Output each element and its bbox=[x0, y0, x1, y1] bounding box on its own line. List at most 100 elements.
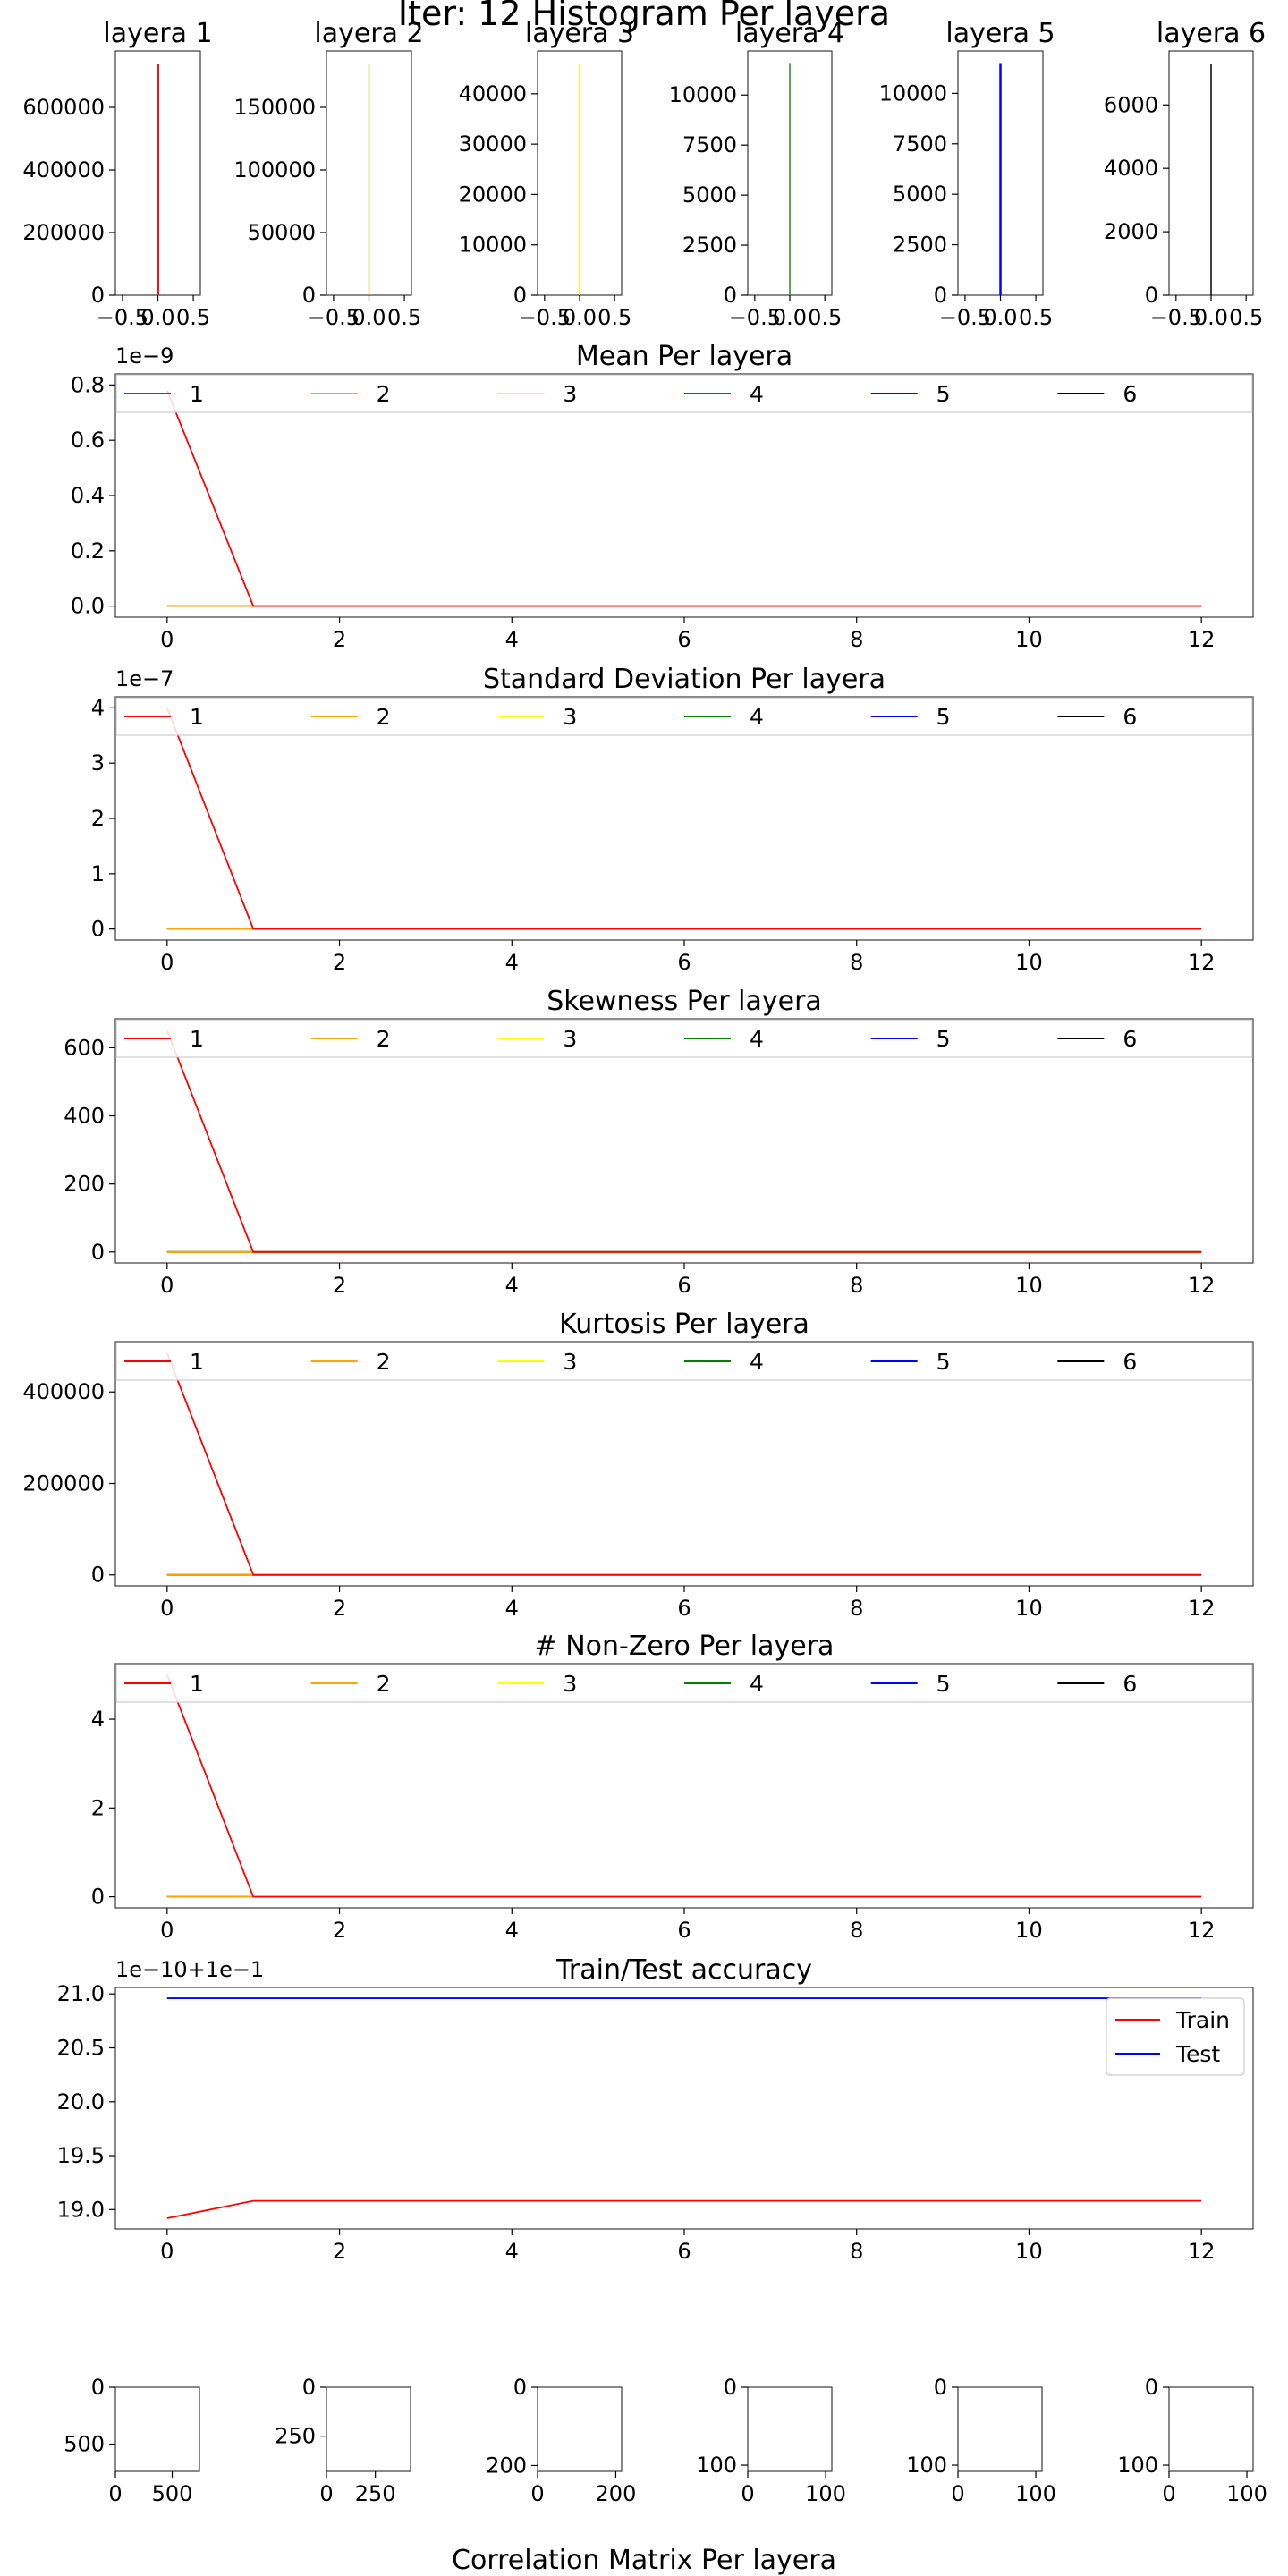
corr3-ytick-label: 200 bbox=[486, 2453, 527, 2478]
std-legend-label: 6 bbox=[1123, 704, 1137, 730]
corr3-xtick-label: 0 bbox=[530, 2481, 544, 2506]
std-xtick-label: 0 bbox=[160, 950, 174, 975]
mean-legend-label: 4 bbox=[750, 381, 764, 407]
hist6-ytick-label: 6000 bbox=[1104, 92, 1158, 117]
std-ytick-label: 0 bbox=[91, 917, 105, 942]
acc-xtick-label: 12 bbox=[1188, 2239, 1216, 2264]
kurt-xtick-label: 2 bbox=[333, 1596, 346, 1621]
corr1-ytick-label: 500 bbox=[64, 2432, 105, 2457]
corr2-xtick-label: 0 bbox=[319, 2481, 333, 2506]
mean-legend-label: 1 bbox=[190, 381, 204, 407]
hist3-xtick-label: 0.5 bbox=[597, 305, 631, 330]
acc-xtick-label: 6 bbox=[677, 2239, 691, 2264]
mean-ytick-label: 0.8 bbox=[71, 372, 105, 397]
kurt-xtick-label: 0 bbox=[160, 1596, 174, 1621]
kurt-legend-label: 3 bbox=[563, 1349, 577, 1375]
std-ytick-label: 4 bbox=[91, 695, 105, 720]
hist5-ytick-label: 5000 bbox=[893, 182, 947, 207]
corr3-xtick-label: 200 bbox=[596, 2481, 637, 2506]
hist3-panel: 0 10000 20000 30000 40000 −0.50.0 0.5 layera 3 bbox=[459, 18, 635, 330]
nonzero-xtick-label: 6 bbox=[677, 1918, 691, 1943]
hist3-xtick-label: 0.0 bbox=[563, 305, 597, 330]
std-ytick-label: 2 bbox=[91, 806, 105, 831]
corr2-ytick-label: 0 bbox=[302, 2375, 316, 2400]
corr5-ytick-label: 100 bbox=[906, 2453, 947, 2478]
acc-ytick-label: 19.5 bbox=[57, 2143, 105, 2168]
hist5-panel: 0 2500 5000 7500 10000 −0.50.0 0.5 layera 5 bbox=[879, 18, 1055, 330]
hist4-xtick-label: −0.5 bbox=[729, 305, 781, 330]
nonzero-legend-label: 5 bbox=[936, 1671, 951, 1697]
corr2-axes-frame bbox=[326, 2386, 411, 2472]
kurt-series-1 bbox=[165, 1352, 1202, 1576]
skew-legend-label: 3 bbox=[563, 1026, 577, 1052]
acc-ytick-label: 20.5 bbox=[57, 2036, 105, 2061]
skew-ytick-label: 400 bbox=[64, 1104, 105, 1129]
corr3-ytick-label: 0 bbox=[513, 2375, 527, 2400]
kurt-ytick-label: 200000 bbox=[22, 1470, 105, 1496]
kurt-legend-label: 2 bbox=[377, 1349, 391, 1375]
hist6-xtick-label: 0.0 bbox=[1194, 305, 1228, 330]
hist4-xtick-label: 0.5 bbox=[808, 305, 842, 330]
mean-ytick-label: 0.0 bbox=[71, 594, 105, 619]
hist4-panel: 0 2500 5000 7500 10000 −0.50.0 0.5 layera 4 bbox=[669, 18, 845, 330]
hist1-ytick-label: 600000 bbox=[22, 95, 105, 120]
acc-xtick-label: 0 bbox=[160, 2239, 174, 2264]
figure-title: Iter: 12 Histogram Per layera bbox=[398, 0, 890, 33]
nonzero-legend: 1 2 3 4 5 6 bbox=[115, 1664, 1253, 1703]
hist3-ytick-label: 20000 bbox=[459, 182, 527, 207]
hist1-xtick-label: 0.0 bbox=[140, 305, 174, 330]
corr6-axes-frame bbox=[1168, 2386, 1254, 2472]
std-xtick-label: 12 bbox=[1188, 950, 1216, 975]
hist3-ytick-label: 40000 bbox=[459, 81, 527, 106]
acc-legend-box bbox=[1106, 1997, 1245, 2076]
mean-xtick-label: 12 bbox=[1188, 627, 1216, 652]
hist5-xtick-label: 0.5 bbox=[1019, 305, 1053, 330]
skew-xtick-label: 12 bbox=[1188, 1273, 1216, 1298]
std-legend-label: 1 bbox=[190, 704, 204, 730]
mean-title: Mean Per layera bbox=[576, 341, 792, 372]
hist6-xtick-label: −0.5 bbox=[1150, 305, 1202, 330]
hist1-ytick-label: 0 bbox=[91, 283, 105, 308]
mean-offset-text: 1e−9 bbox=[115, 343, 174, 369]
acc-ytick-label: 21.0 bbox=[57, 1981, 105, 2006]
corr2-ytick-label: 250 bbox=[275, 2424, 316, 2449]
mean-xtick-label: 10 bbox=[1015, 627, 1043, 652]
corr4-xtick-label: 100 bbox=[805, 2481, 846, 2506]
skew-legend-label: 5 bbox=[936, 1026, 951, 1052]
kurt-title: Kurtosis Per layera bbox=[559, 1309, 809, 1340]
corr5-xtick-label: 0 bbox=[951, 2481, 964, 2506]
std-ytick-label: 1 bbox=[91, 861, 105, 886]
nonzero-xtick-label: 0 bbox=[160, 1918, 174, 1943]
hist3-ytick-label: 10000 bbox=[459, 233, 527, 258]
mean-legend-label: 3 bbox=[563, 381, 577, 407]
kurt-xtick-label: 10 bbox=[1015, 1596, 1043, 1621]
mean-xtick-label: 0 bbox=[160, 627, 174, 652]
std-ytick-label: 3 bbox=[91, 750, 105, 775]
nonzero-series-1 bbox=[165, 1674, 1202, 1898]
acc-ytick-label: 19.0 bbox=[57, 2197, 105, 2222]
hist5-ytick-label: 2500 bbox=[893, 233, 947, 258]
corr5-ytick-label: 0 bbox=[934, 2375, 947, 2400]
kurt-xtick-label: 6 bbox=[677, 1596, 691, 1621]
corr4-xtick-label: 0 bbox=[741, 2481, 754, 2506]
skew-ytick-label: 200 bbox=[64, 1172, 105, 1197]
corr2-xtick-label: 250 bbox=[355, 2481, 396, 2506]
hist2-ytick-label: 100000 bbox=[233, 157, 316, 182]
mean-legend-label: 6 bbox=[1123, 381, 1137, 407]
skew-legend-label: 6 bbox=[1123, 1026, 1137, 1052]
skew-title: Skewness Per layera bbox=[547, 986, 822, 1017]
std-xtick-label: 10 bbox=[1015, 950, 1043, 975]
skew-xtick-label: 2 bbox=[333, 1273, 346, 1298]
nonzero-xtick-label: 12 bbox=[1188, 1918, 1216, 1943]
hist6-xtick-label: 0.5 bbox=[1229, 305, 1263, 330]
hist2-ytick-label: 50000 bbox=[248, 220, 316, 245]
acc-offset-text: 1e−10+1e−1 bbox=[115, 1957, 264, 1982]
hist5-ytick-label: 10000 bbox=[879, 80, 947, 106]
std-series-1 bbox=[165, 708, 1202, 930]
kurt-legend-label: 4 bbox=[750, 1349, 764, 1375]
skew-xtick-label: 8 bbox=[850, 1273, 863, 1298]
